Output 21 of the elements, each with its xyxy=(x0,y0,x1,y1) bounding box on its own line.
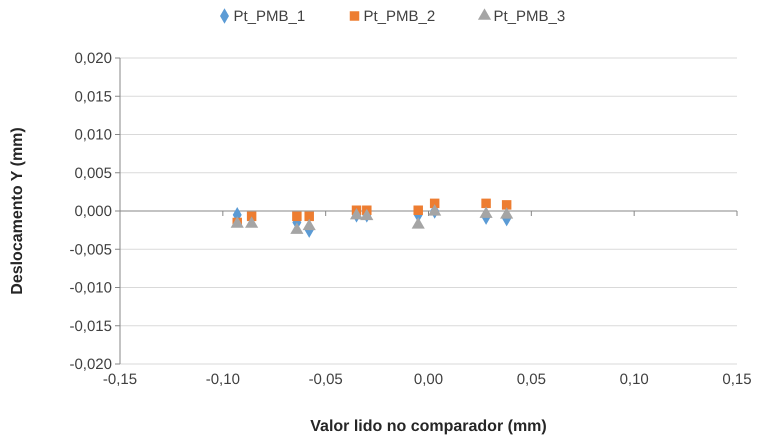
legend-label: Pt_PMB_1 xyxy=(234,8,306,25)
y-tick-label: 0,005 xyxy=(74,164,112,182)
x-tick-label: 0,15 xyxy=(722,371,752,388)
y-tick-label: 0,020 xyxy=(74,50,112,67)
x-tick-label: 0,05 xyxy=(516,371,546,388)
y-tick-label: -0,020 xyxy=(69,356,112,373)
legend-label: Pt_PMB_2 xyxy=(364,8,436,25)
y-tick-label: 0,015 xyxy=(74,88,112,106)
y-tick-label: -0,015 xyxy=(69,318,112,335)
y-tick-label: 0,010 xyxy=(74,126,112,144)
y-tick-label: -0,010 xyxy=(69,280,112,296)
x-tick-label: 0,10 xyxy=(620,371,649,388)
y-tick-label: -0,005 xyxy=(69,241,112,258)
x-tick-label: -0,10 xyxy=(206,371,240,388)
y-axis-title: Deslocamento Y (mm) xyxy=(9,127,26,295)
x-tick-label: -0,05 xyxy=(308,371,343,388)
x-tick-label: 0,00 xyxy=(414,371,444,388)
legend-label: Pt_PMB_3 xyxy=(494,8,566,25)
x-tick-label: -0,15 xyxy=(102,371,138,388)
y-tick-label: 0,000 xyxy=(74,203,112,220)
x-axis-title: Valor lido no comparador (mm) xyxy=(310,418,547,435)
